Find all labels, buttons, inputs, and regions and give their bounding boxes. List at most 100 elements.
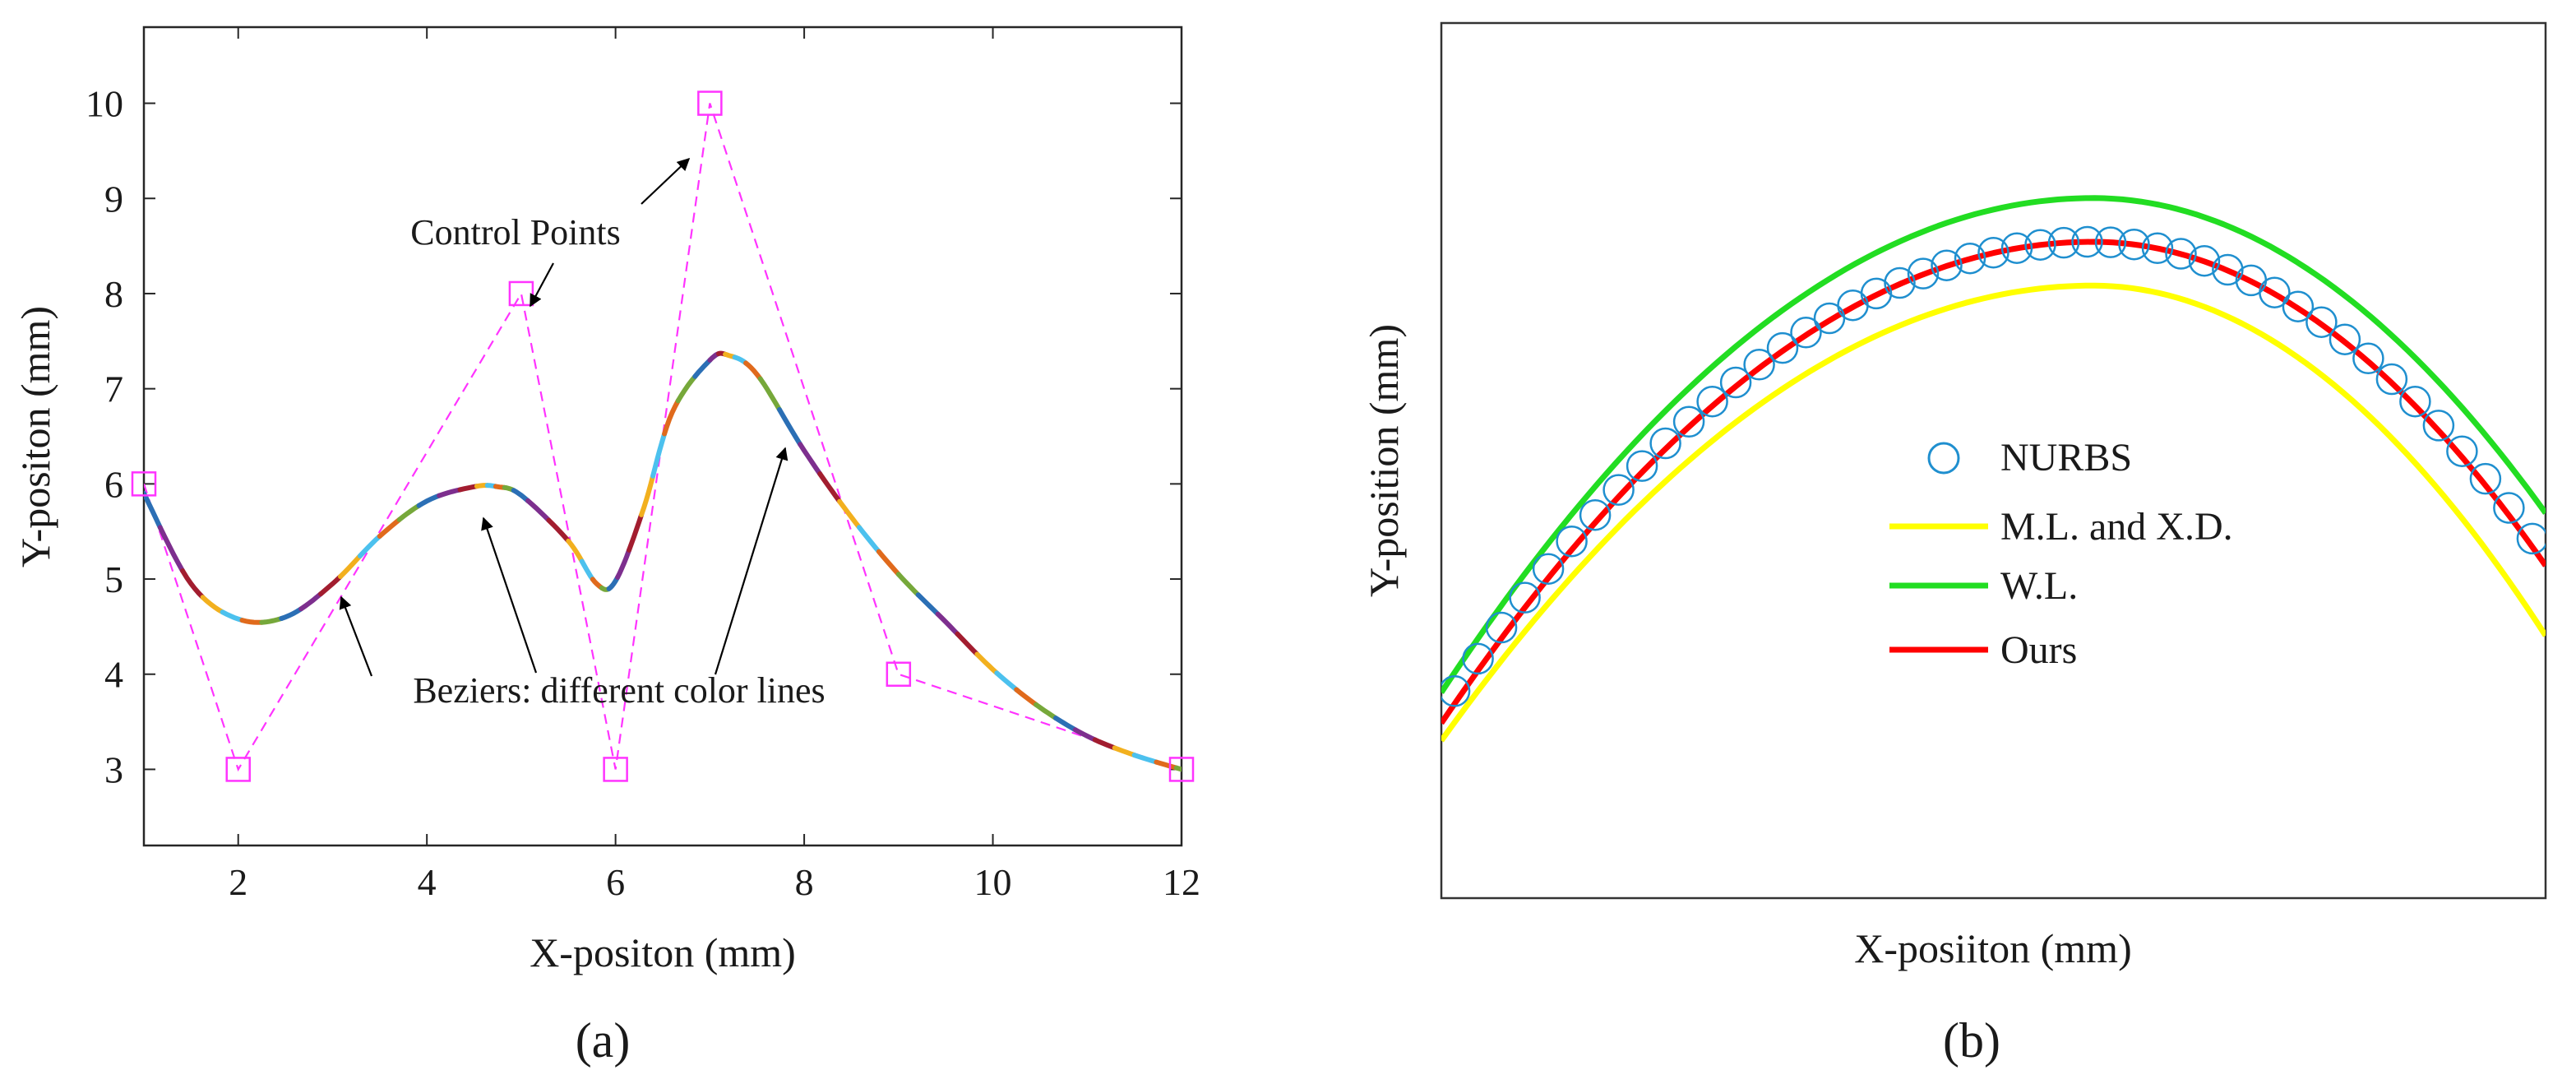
y-tick-label: 5 <box>104 558 123 600</box>
bezier-segment <box>377 517 402 539</box>
nurbs-marker <box>1485 611 1518 644</box>
nurbs-marker <box>1931 249 1963 281</box>
bezier-segment <box>895 572 921 598</box>
x-tick-label: 2 <box>229 861 247 903</box>
control-point-marker <box>886 661 912 687</box>
bezier-segment <box>396 503 422 522</box>
bezier-segment <box>279 606 304 621</box>
nurbs-marker <box>2259 276 2291 308</box>
arrow-to-curve-3 <box>714 447 789 675</box>
nurbs-marker <box>2493 492 2525 524</box>
nurbs-marker <box>2047 226 2080 259</box>
nurbs-marker <box>2446 435 2478 467</box>
control-point-marker <box>603 757 628 782</box>
bezier-segment <box>757 376 782 412</box>
nurbs-marker <box>2375 363 2408 396</box>
bezier-segment <box>1053 716 1078 733</box>
bezier-segment <box>180 568 206 600</box>
panel-b-series <box>1441 195 2546 743</box>
bezier-segment <box>298 591 324 612</box>
bezier-segment <box>416 493 442 508</box>
x-tick-label: 10 <box>974 861 1012 903</box>
bezier-segment <box>606 575 621 591</box>
panel-a-xlabel: X-positon (mm) <box>530 929 796 975</box>
bezier-segment <box>743 360 763 382</box>
bezier-segment <box>615 547 632 580</box>
bezier-segment <box>857 525 881 554</box>
bezier-segment <box>511 488 531 503</box>
control-point-marker <box>697 90 723 116</box>
arrow-to-curve-2 <box>481 517 538 674</box>
panel-a: 2 4 6 8 10 12 3 4 5 6 7 8 9 10 Control Points Beziers… <box>12 25 1200 1068</box>
series-line-1 <box>1441 282 2546 743</box>
nurbs-marker <box>1532 553 1565 585</box>
bezier-segment <box>1034 702 1058 721</box>
x-tick-label: 8 <box>795 861 814 903</box>
nurbs-marker <box>2000 232 2033 264</box>
y-tick-label: 6 <box>104 463 123 505</box>
nurbs-marker <box>2212 253 2244 286</box>
bezier-segment <box>239 618 265 625</box>
bezier-segment <box>200 595 225 615</box>
nurbs-marker <box>2165 238 2197 270</box>
arrow-to-point-5-8 <box>530 262 554 308</box>
bezier-segment <box>546 517 571 544</box>
bezier-segment <box>817 471 843 504</box>
nurbs-marker <box>1790 317 1822 349</box>
bezier-segment <box>1173 765 1182 772</box>
annotation-control-points: Control Points <box>410 212 621 252</box>
y-tick-label: 7 <box>104 368 123 410</box>
nurbs-marker <box>1696 385 1728 418</box>
bezier-segment <box>1112 745 1137 758</box>
nurbs-marker <box>1860 277 1893 310</box>
bezier-segment <box>639 473 656 517</box>
panel-b-label: (b) <box>1943 1013 2000 1068</box>
bezier-segment <box>777 407 803 447</box>
panel-b-legend: NURBS M.L. and X.D. W.L. Ours <box>1889 436 2233 672</box>
control-polygon <box>144 103 1182 772</box>
series-line-3 <box>1441 239 2546 725</box>
nurbs-marker <box>1954 242 1986 275</box>
nurbs-marker <box>2118 228 2150 261</box>
bezier-segment <box>144 490 163 530</box>
panel-a-ticks: 2 4 6 8 10 12 3 4 5 6 7 8 9 10 <box>86 27 1200 903</box>
nurbs-marker <box>2141 232 2174 265</box>
bezier-segment <box>566 538 585 564</box>
bezier-segment <box>662 398 681 437</box>
nurbs-marker <box>1672 405 1705 438</box>
bezier-segment <box>1092 737 1117 751</box>
y-tick-label: 8 <box>104 273 123 315</box>
legend-label-nurbs: NURBS <box>2000 436 2132 479</box>
bezier-segment <box>220 609 245 623</box>
bezier-segment <box>1072 727 1098 743</box>
panel-a-ylabel: Y-positon (mm) <box>12 306 58 567</box>
nurbs-marker <box>1977 236 2009 269</box>
panel-b-xlabel: X-posiiton (mm) <box>1854 925 2131 971</box>
bezier-segment <box>935 611 960 637</box>
bezier-segment <box>259 616 284 625</box>
bezier-segment <box>437 487 463 498</box>
bezier-segment <box>627 512 645 553</box>
bezier-segment <box>457 484 479 493</box>
nurbs-marker <box>2352 342 2384 375</box>
bezier-segment <box>955 631 980 657</box>
legend-label-wl: W.L. <box>2000 564 2078 608</box>
legend-label-ours: Ours <box>2000 628 2077 672</box>
bezier-segment <box>876 549 901 577</box>
bezier-segment <box>798 442 823 477</box>
legend-swatch-nurbs <box>1927 442 1960 475</box>
nurbs-marker <box>2094 226 2127 258</box>
bezier-segment <box>650 431 668 479</box>
control-point-marker <box>131 471 157 497</box>
nurbs-marker <box>1441 675 1471 707</box>
nurbs-marker <box>2282 290 2315 322</box>
bezier-curve <box>144 350 1182 772</box>
nurbs-marker <box>1884 266 1916 299</box>
y-tick-label: 9 <box>104 178 123 220</box>
bezier-segment <box>1131 753 1159 765</box>
nurbs-marker <box>2469 462 2502 495</box>
nurbs-marker <box>1462 642 1494 675</box>
panel-b-ylabel: Y-position (mm) <box>1361 324 1407 597</box>
bezier-segment <box>338 553 363 579</box>
